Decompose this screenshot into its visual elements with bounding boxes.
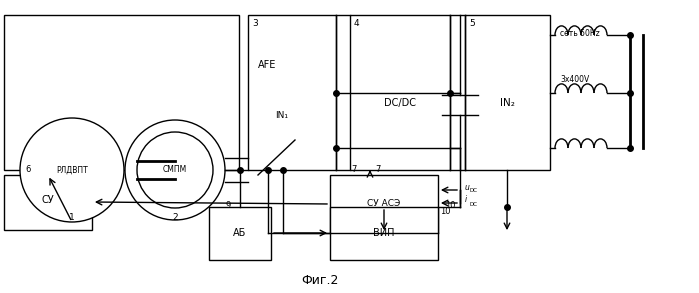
Bar [4,15,239,170]
Text: СУ: СУ [42,195,55,205]
Text: сеть 50Hz: сеть 50Hz [560,28,600,38]
Text: АБ: АБ [233,228,247,238]
Text: DC/DC: DC/DC [384,98,416,108]
Text: 3х400V: 3х400V [560,76,589,84]
Text: 6: 6 [25,166,30,175]
Text: DC: DC [470,188,478,193]
Text: 10: 10 [445,200,456,209]
Bar [330,207,438,260]
Text: 9: 9 [225,200,230,209]
Text: Фиг.2: Фиг.2 [301,273,339,287]
Circle shape [20,118,124,222]
Bar [248,15,336,170]
Text: 7: 7 [375,166,380,175]
Text: i: i [465,195,467,205]
Text: 5: 5 [469,18,475,28]
Text: 4: 4 [354,18,359,28]
Bar [350,15,450,170]
Bar [209,207,271,260]
Bar [4,175,92,230]
Text: ВИП: ВИП [373,228,395,238]
Bar [330,175,438,233]
Text: СУ АСЭ: СУ АСЭ [367,198,401,207]
Text: AFE: AFE [258,60,276,70]
Text: IN₁: IN₁ [275,110,288,120]
Text: РЛДВПТ: РЛДВПТ [56,166,88,175]
Bar [465,15,550,170]
Text: u: u [465,183,470,192]
Circle shape [125,120,225,220]
Text: 3: 3 [252,18,258,28]
Text: 1: 1 [69,214,75,222]
Text: 10: 10 [440,207,450,217]
Text: 7: 7 [351,166,356,175]
Text: DC: DC [470,202,478,207]
Text: IN₂: IN₂ [500,98,514,108]
Text: 2: 2 [172,214,178,222]
Text: СМПМ: СМПМ [163,166,187,175]
Circle shape [137,132,213,208]
